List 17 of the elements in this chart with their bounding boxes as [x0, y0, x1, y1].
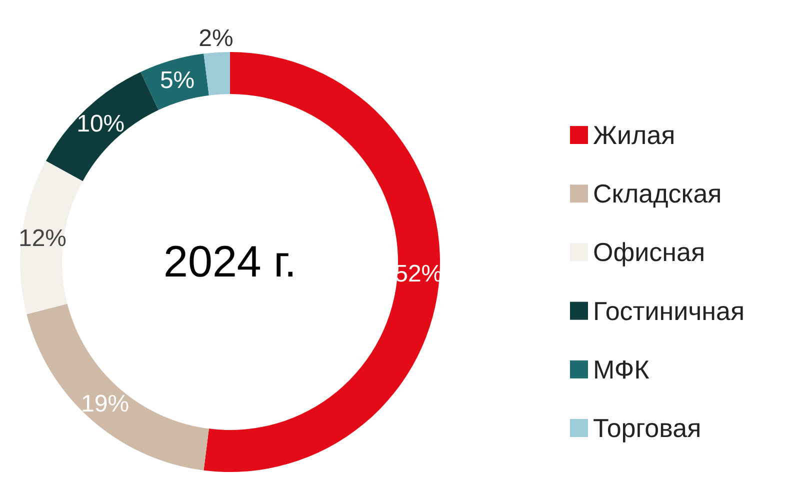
donut-slice: [20, 160, 83, 314]
donut-slice: [26, 304, 209, 470]
legend-label: МФК: [593, 354, 650, 384]
donut-slice: [46, 72, 158, 182]
legend-label: Гостиничная: [593, 296, 745, 326]
legend-label: Складская: [593, 178, 722, 209]
data-label: 12%: [18, 224, 67, 252]
data-label: 10%: [76, 110, 125, 138]
data-label: 19%: [80, 390, 130, 418]
donut-slice: [204, 52, 230, 96]
legend-label: Жилая: [593, 120, 676, 150]
legend-label: Офисная: [593, 237, 706, 268]
data-label: 5%: [160, 67, 195, 94]
text: 2024 г.: [163, 238, 297, 286]
legend-label: Торговая: [593, 413, 702, 443]
data-label: 2%: [198, 24, 234, 52]
donut-slice: [140, 54, 209, 110]
